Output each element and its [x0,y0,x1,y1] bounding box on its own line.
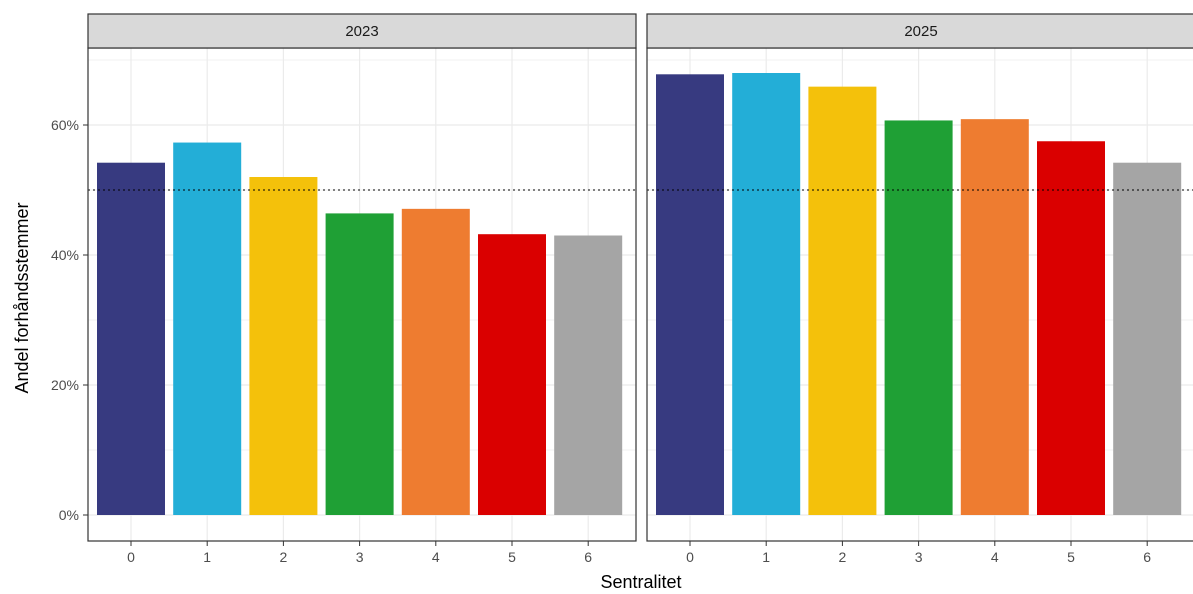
bar-2023-0 [97,162,165,515]
bar-2025-1 [732,73,801,515]
bar-2025-2 [808,86,877,516]
facet-label: 2025 [904,23,937,40]
panel-2023: 2023 0 1 2 3 4 5 6 [87,13,637,565]
x-tick-label: 1 [762,549,770,565]
x-tick-label: 1 [203,549,211,565]
facet-strip [87,13,637,49]
bar-2025-5 [1037,141,1105,515]
y-tick-label: 0% [59,507,79,523]
x-tick-label: 4 [991,549,999,565]
x-tick-label: 2 [839,549,847,565]
facet-label: 2023 [345,23,378,40]
bar-2025-0 [656,74,724,516]
x-tick-label: 3 [356,549,364,565]
bar-2023-5 [478,234,546,515]
bar-2023-6 [554,235,623,515]
bar-2025-6 [1113,162,1182,515]
x-tick-label: 5 [1067,549,1075,565]
bar-2025-4 [960,119,1029,516]
panel-2025: 2025 0 1 2 3 4 5 6 [646,13,1193,565]
x-tick-label: 0 [127,549,135,565]
x-tick-label: 6 [1143,549,1151,565]
y-axis-title: Andel forhåndsstemmer [12,202,32,393]
y-axis: 0% 20% 40% 60% [51,117,88,523]
x-tick-label: 0 [686,549,694,565]
bar-2023-1 [173,142,242,516]
y-tick-label: 40% [51,247,79,263]
x-tick-label: 6 [584,549,592,565]
y-tick-label: 60% [51,117,79,133]
x-axis-title: Sentralitet [600,572,681,592]
facet-strip [646,13,1193,49]
bar-2025-3 [884,120,953,515]
bar-2023-2 [249,177,318,515]
x-tick-label: 5 [508,549,516,565]
bar-2023-3 [325,213,394,515]
y-tick-label: 20% [51,377,79,393]
bar-2023-4 [401,208,470,515]
x-tick-label: 3 [915,549,923,565]
x-tick-label: 2 [280,549,288,565]
panels: 2023 0 1 2 3 4 5 6 2025 0 1 2 3 4 5 6 [87,13,1193,565]
x-tick-label: 4 [432,549,440,565]
